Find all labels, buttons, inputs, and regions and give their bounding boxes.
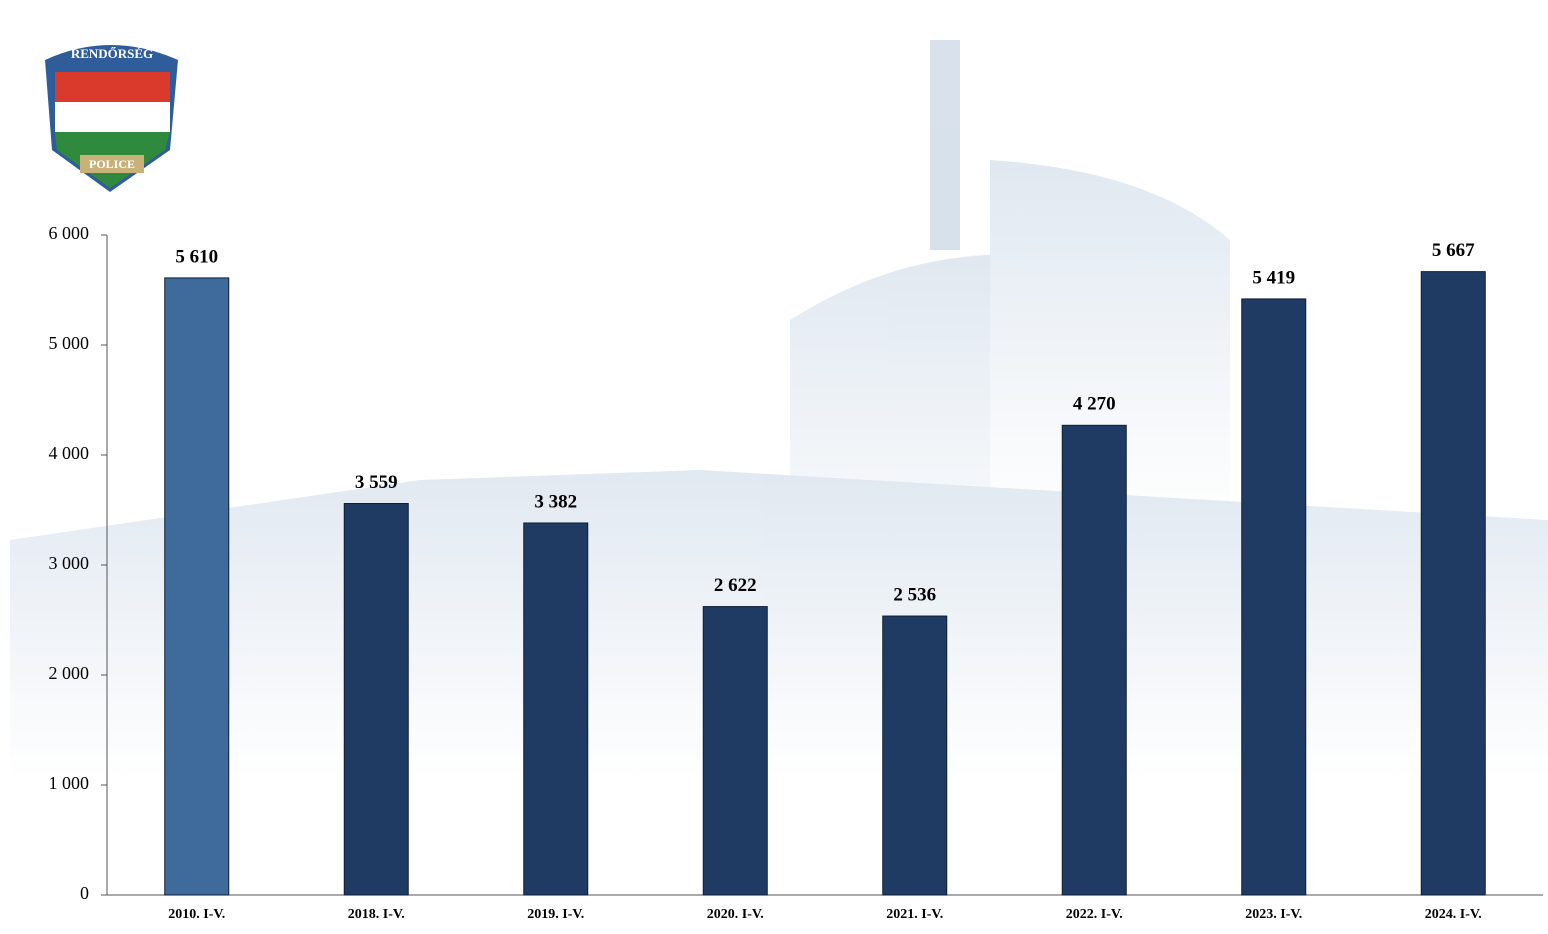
- value-label: 5 419: [1252, 267, 1295, 288]
- value-label: 5 667: [1432, 240, 1475, 261]
- y-tick-label: 4 000: [49, 443, 90, 463]
- bar: [882, 615, 948, 896]
- x-tick-label: 2018. I-V.: [348, 907, 405, 922]
- background-building: [10, 40, 1548, 780]
- bar: [343, 503, 409, 896]
- bar: [1061, 424, 1127, 896]
- x-tick-label: 2020. I-V.: [707, 907, 764, 922]
- logo-bottom-text: POLICE: [89, 157, 135, 171]
- x-tick-label: 2022. I-V.: [1066, 907, 1123, 922]
- y-tick-label: 2 000: [49, 663, 90, 683]
- y-tick-label: 6 000: [49, 223, 90, 243]
- value-label: 4 270: [1073, 394, 1116, 415]
- value-label: 3 559: [355, 472, 398, 493]
- value-label: 5 610: [175, 246, 218, 267]
- x-tick-label: 2010. I-V.: [168, 907, 225, 922]
- x-tick-label: 2019. I-V.: [527, 907, 584, 922]
- x-tick-label: 2023. I-V.: [1245, 907, 1302, 922]
- y-tick-label: 1 000: [49, 773, 90, 793]
- x-tick-label: 2021. I-V.: [886, 907, 943, 922]
- value-label: 2 536: [893, 584, 936, 605]
- logo: RENDŐRSÉG POLICE: [45, 45, 178, 192]
- y-tick-label: 0: [80, 883, 89, 903]
- value-label: 2 622: [714, 575, 757, 596]
- x-tick-label: 2024. I-V.: [1425, 907, 1482, 922]
- logo-top-text: RENDŐRSÉG: [71, 46, 153, 61]
- value-label: 3 382: [534, 491, 577, 512]
- bar: [1241, 298, 1307, 896]
- y-tick-label: 3 000: [49, 553, 90, 573]
- bar: [164, 277, 230, 896]
- y-tick-label: 5 000: [49, 333, 90, 353]
- bar: [523, 522, 589, 896]
- bar: [702, 606, 768, 896]
- bar: [1420, 271, 1486, 896]
